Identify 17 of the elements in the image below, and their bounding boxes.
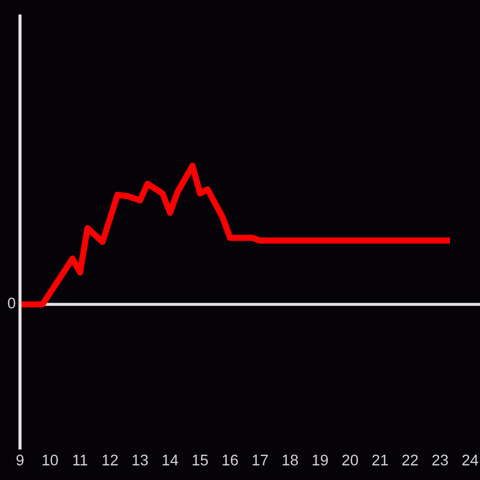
x-tick-label: 10: [42, 454, 58, 466]
x-tick-label: 11: [73, 454, 88, 466]
x-tick-label: 15: [192, 454, 208, 466]
x-tick-label: 18: [282, 454, 298, 466]
x-tick-label: 22: [402, 454, 418, 466]
x-tick-label: 20: [342, 454, 358, 466]
x-tick-label: 9: [16, 454, 24, 466]
x-tick-label: 12: [102, 454, 118, 466]
x-tick-label: 13: [132, 454, 148, 466]
x-tick-label: 14: [162, 454, 178, 466]
ref-line-label: 0: [8, 298, 16, 308]
x-tick-label: 23: [432, 454, 448, 466]
x-tick-label: 16: [222, 454, 238, 466]
x-tick-label: 21: [372, 454, 388, 466]
x-tick-label: 17: [252, 454, 268, 466]
x-tick-label: 19: [312, 454, 328, 466]
x-tick-label: 24: [462, 454, 478, 466]
